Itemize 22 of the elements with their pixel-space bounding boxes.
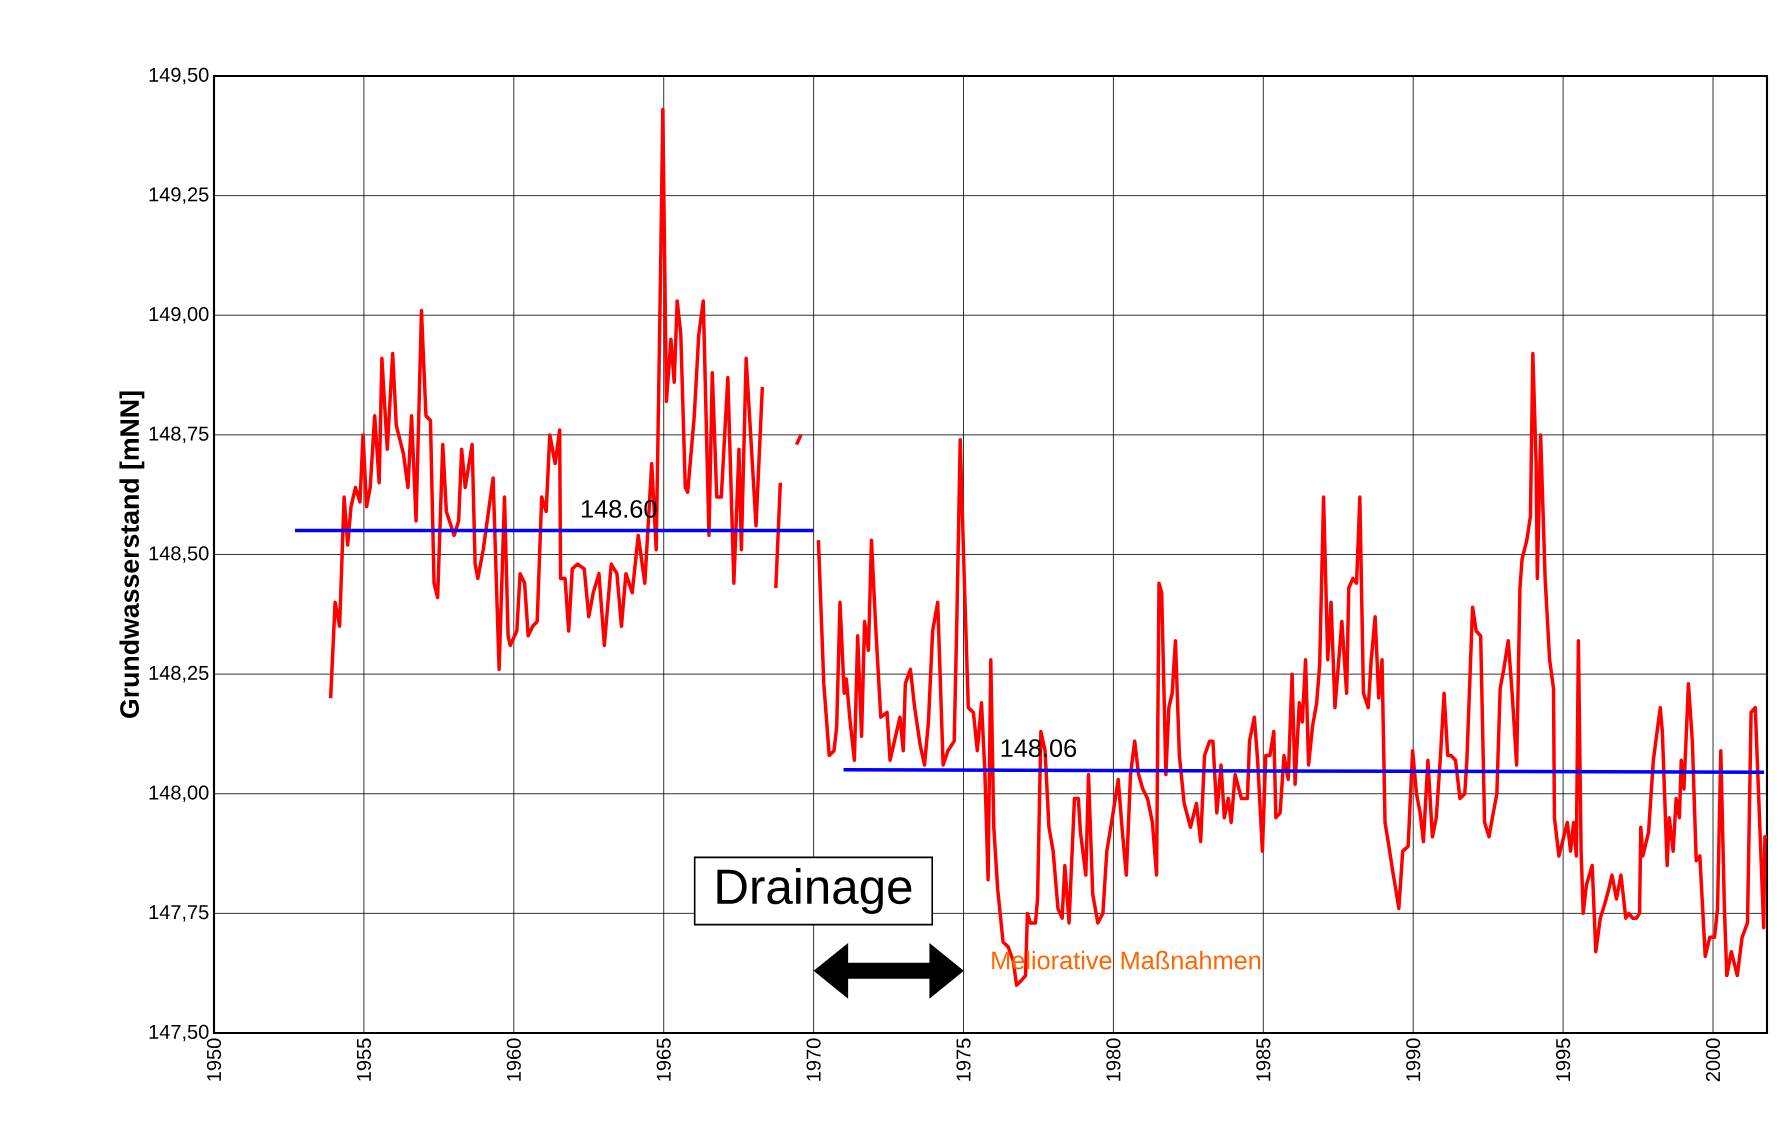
y-tick-label: 149,00	[149, 306, 209, 324]
y-axis-title: Grundwasserstand [mNN]	[119, 391, 145, 718]
x-tick-label: 1950	[206, 1038, 222, 1081]
y-tick-label: 147,50	[149, 1024, 209, 1042]
y-tick-label: 149,50	[149, 67, 209, 85]
x-tick-label: 1955	[356, 1038, 371, 1081]
x-tick-label: 1995	[1556, 1038, 1571, 1081]
x-tick-label: 2000	[1705, 1038, 1721, 1082]
x-tick-label: 1960	[506, 1038, 521, 1081]
y-tick-label: 148,25	[149, 665, 209, 683]
y-tick-label: 149,25	[149, 187, 209, 204]
x-tick-label: 1975	[956, 1038, 971, 1081]
x-tick-label: 1970	[806, 1038, 821, 1081]
y-tick-label: 147,75	[149, 905, 209, 922]
y-tick-label: 148,75	[149, 426, 209, 444]
x-tick-label: 1965	[656, 1038, 671, 1081]
y-tick-label: 148,00	[149, 785, 209, 802]
annotation: Drainage	[717, 868, 912, 914]
x-tick-label: 1980	[1106, 1038, 1121, 1081]
y-tick-label: 148,50	[149, 546, 209, 563]
x-tick-label: 1990	[1406, 1038, 1421, 1081]
x-tick-label: 1985	[1256, 1038, 1271, 1081]
